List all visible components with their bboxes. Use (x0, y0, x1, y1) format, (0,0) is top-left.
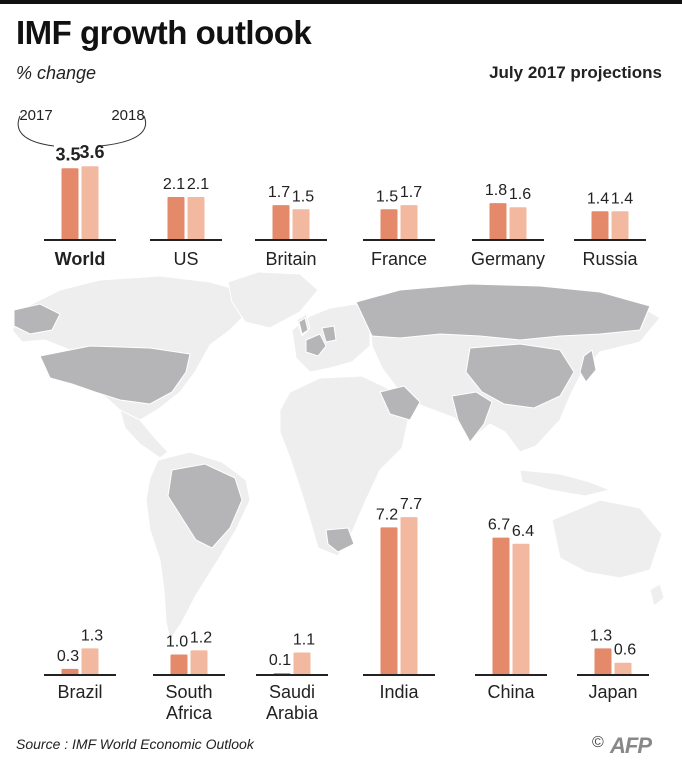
category-label-saudi-arabia-1: Saudi (269, 682, 315, 702)
bar-2018-south-africa (190, 650, 208, 675)
bar-2017-us (167, 196, 185, 240)
value-label-2018-india: 7.7 (400, 496, 422, 513)
legend-bracket-2018 (99, 115, 146, 147)
top-rule (0, 0, 682, 4)
bar-2018-us (187, 196, 205, 240)
value-label-2018-china: 6.4 (512, 523, 534, 540)
value-label-2018-world: 3.6 (79, 142, 104, 162)
value-label-2017-britain: 1.7 (268, 184, 290, 201)
projections-note: July 2017 projections (489, 63, 662, 82)
value-label-2017-south-africa: 1.0 (166, 634, 188, 651)
bar-2018-germany (509, 207, 527, 240)
legend-label-2017: 2017 (19, 107, 52, 124)
category-label-saudi-arabia-2: Arabia (266, 703, 319, 723)
value-label-2017-china: 6.7 (488, 517, 510, 534)
value-label-2017-india: 7.2 (376, 506, 398, 523)
value-label-2018-britain: 1.5 (292, 188, 314, 205)
category-label-south-africa-1: South (165, 682, 212, 702)
category-label-world: World (55, 249, 106, 269)
category-label-russia: Russia (582, 249, 638, 269)
bar-2017-world (61, 168, 79, 240)
category-label-britain: Britain (265, 249, 316, 269)
value-label-2018-france: 1.7 (400, 184, 422, 201)
copyright-symbol: © (592, 734, 604, 751)
bar-2018-russia (611, 211, 629, 240)
bar-2017-germany (489, 203, 507, 240)
bar-2018-saudi-arabia (293, 652, 311, 675)
bar-2018-britain (292, 209, 310, 240)
value-label-2017-saudi-arabia: 0.1 (269, 652, 291, 669)
legend-bracket-2017 (17, 115, 55, 147)
value-label-2017-japan: 1.3 (590, 627, 612, 644)
bar-2018-world (81, 166, 99, 240)
bar-2017-france (380, 209, 398, 240)
value-label-2017-world: 3.5 (55, 144, 80, 164)
bar-2018-brazil (81, 648, 99, 675)
source-note: Source : IMF World Economic Outlook (16, 736, 254, 752)
bar-2017-south-africa (170, 654, 188, 675)
bar-2017-china (492, 537, 510, 675)
category-label-france: France (371, 249, 427, 269)
category-label-china: China (487, 682, 535, 702)
value-label-2017-germany: 1.8 (485, 182, 507, 199)
category-label-brazil: Brazil (57, 682, 102, 702)
bar-2018-japan (614, 662, 632, 675)
value-label-2018-us: 2.1 (187, 176, 209, 193)
category-label-japan: Japan (588, 682, 637, 702)
bar-2017-brazil (61, 668, 79, 675)
bar-2017-russia (591, 211, 609, 240)
value-label-2018-germany: 1.6 (509, 186, 531, 203)
category-label-us: US (173, 249, 198, 269)
bar-2017-britain (272, 205, 290, 240)
value-label-2018-brazil: 1.3 (81, 627, 103, 644)
category-label-germany: Germany (471, 249, 545, 269)
legend-label-2018: 2018 (111, 107, 144, 124)
bar-2018-china (512, 543, 530, 675)
value-label-2017-brazil: 0.3 (57, 648, 79, 665)
bar-2018-france (400, 205, 418, 240)
chart-title: IMF growth outlook (16, 14, 312, 51)
chart-subtitle: % change (16, 63, 97, 83)
category-label-india: India (379, 682, 419, 702)
value-label-2017-russia: 1.4 (587, 190, 609, 207)
bar-2017-japan (594, 648, 612, 675)
bar-2018-india (400, 517, 418, 675)
value-label-2018-russia: 1.4 (611, 190, 633, 207)
value-label-2018-saudi-arabia: 1.1 (293, 631, 315, 648)
value-label-2018-south-africa: 1.2 (190, 629, 212, 646)
afp-logo: AFP (610, 733, 652, 758)
category-label-south-africa-2: Africa (166, 703, 213, 723)
value-label-2017-france: 1.5 (376, 188, 398, 205)
value-label-2017-us: 2.1 (163, 176, 185, 193)
bar-2017-india (380, 527, 398, 675)
value-label-2018-japan: 0.6 (614, 642, 636, 659)
